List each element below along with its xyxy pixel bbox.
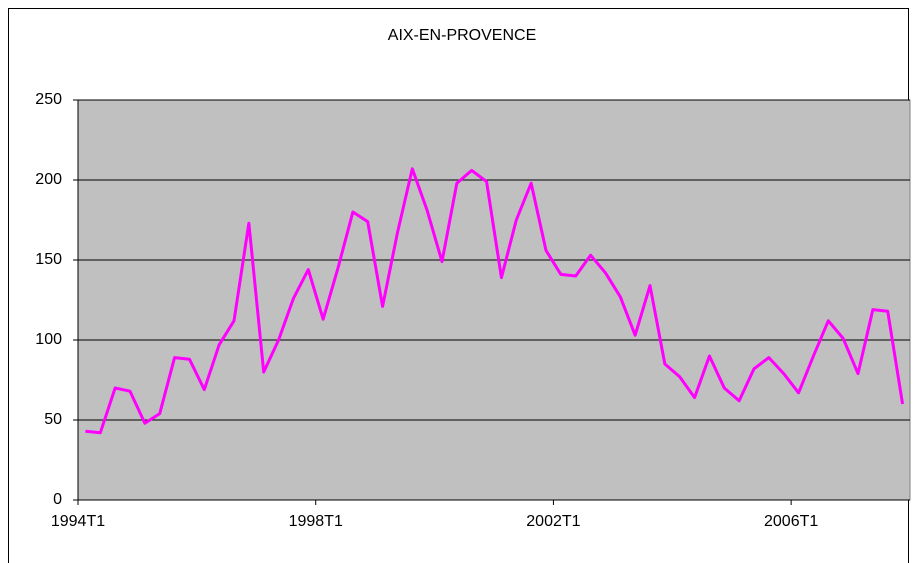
y-tick-label: 200: [35, 171, 62, 188]
x-tick-label: 1998T1: [289, 513, 343, 530]
y-tick-label: 50: [44, 411, 62, 428]
plot-area: [77, 99, 911, 501]
x-tick-label: 2002T1: [526, 513, 580, 530]
x-tick-label: 2006T1: [764, 513, 818, 530]
x-tick-label: 1994T1: [51, 513, 105, 530]
y-tick-label: 250: [35, 91, 62, 108]
y-tick-label: 0: [53, 491, 62, 508]
data-line: [85, 167, 905, 435]
y-tick-label: 150: [35, 251, 62, 268]
y-tick-label: 100: [35, 331, 62, 348]
chart-title: AIX-EN-PROVENCE: [388, 27, 536, 44]
